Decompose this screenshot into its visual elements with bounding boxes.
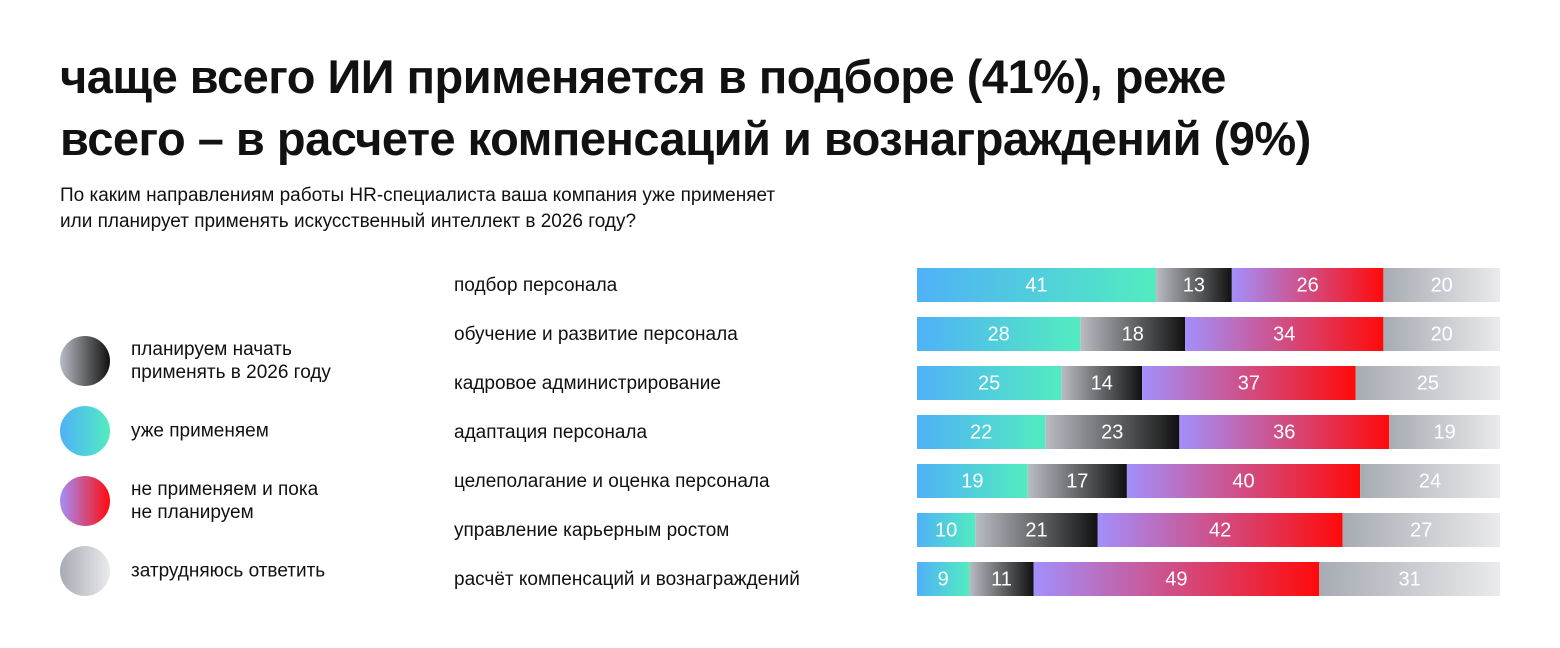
value-label: 23 [1101,421,1123,443]
value-label: 19 [961,470,983,492]
bar-segment [917,464,1028,498]
bar-segment [917,268,1157,302]
bar-segment [1061,366,1143,400]
value-label: 20 [1431,323,1453,345]
value-label: 36 [1273,421,1295,443]
bar-segment [1033,562,1320,596]
bar-segment [917,513,976,547]
value-label: 37 [1238,372,1260,394]
bar-segment [917,317,1081,351]
category-label: управление карьерным ростом [454,520,729,541]
legend-label: планируем начать применять в 2026 году [131,339,331,383]
value-label: 31 [1399,568,1421,590]
bar-segment [917,562,970,596]
bar-segment [1383,317,1500,351]
value-label: 28 [987,323,1009,345]
category-label: целеполагание и оценка персонала [454,471,770,492]
bar-segment [1142,366,1356,400]
bar-segment [1179,415,1390,449]
bar-segment [1027,464,1127,498]
value-label: 19 [1433,421,1455,443]
bar-segment [975,513,1098,547]
value-label: 24 [1419,470,1441,492]
value-label: 17 [1066,470,1088,492]
bar-segment [969,562,1034,596]
value-label: 14 [1091,372,1113,394]
value-label: 9 [938,568,949,590]
category-label: обучение и развитие персонала [454,324,738,345]
value-label: 34 [1273,323,1295,345]
category-label: подбор персонала [454,275,618,296]
chart-subtitle: По каким направлениям работы HR-специали… [60,185,776,232]
bar-segment [1389,415,1500,449]
legend-label: затрудняюсь ответить [131,560,326,582]
value-label: 40 [1232,470,1254,492]
value-label: 42 [1209,519,1231,541]
bar-segment [1342,513,1500,547]
value-label: 27 [1410,519,1432,541]
bar-segment [1383,268,1500,302]
category-label: кадровое администрирование [454,373,721,394]
value-label: 22 [970,421,992,443]
bar-segment [1156,268,1232,302]
value-label: 11 [991,568,1012,590]
legend-label: не применяем и пока не планируем [131,479,319,523]
value-label: 20 [1431,274,1453,296]
value-label: 49 [1165,568,1187,590]
bar-segment [1097,513,1343,547]
category-label: расчёт компенсаций и вознаграждений [454,569,800,590]
value-label: 26 [1296,274,1318,296]
bar-segment [917,415,1046,449]
bar-segment [1080,317,1186,351]
legend-swatch [60,476,110,526]
bar-segment [917,366,1062,400]
value-label: 21 [1025,519,1047,541]
bar-segment [1126,464,1361,498]
bar-segment [1185,317,1384,351]
value-label: 18 [1122,323,1144,345]
category-label: адаптация персонала [454,422,647,443]
bar-segment [1360,464,1500,498]
bar-segment [1231,268,1384,302]
bar-segment [1319,562,1500,596]
legend-label: уже применяем [131,420,269,442]
value-label: 41 [1025,274,1047,296]
value-label: 25 [978,372,1000,394]
value-label: 10 [935,519,957,541]
value-label: 13 [1183,274,1205,296]
bar-segment [1355,366,1500,400]
chart-title: чаще всего ИИ применяется в подборе (41%… [60,50,1311,165]
bar-segment [1045,415,1180,449]
legend-swatch [60,546,110,596]
value-label: 25 [1417,372,1439,394]
legend-swatch [60,406,110,456]
legend-swatch [60,336,110,386]
